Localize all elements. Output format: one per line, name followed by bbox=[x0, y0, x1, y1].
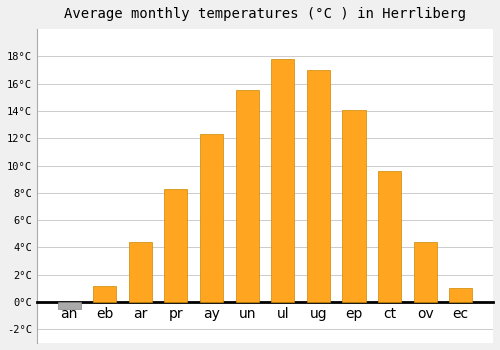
Title: Average monthly temperatures (°C ) in Herrliberg: Average monthly temperatures (°C ) in He… bbox=[64, 7, 466, 21]
Bar bbox=[128, 242, 152, 302]
Bar bbox=[271, 59, 294, 302]
Bar bbox=[58, 302, 80, 309]
Bar bbox=[307, 70, 330, 302]
Bar bbox=[236, 91, 258, 302]
Bar bbox=[164, 189, 188, 302]
Bar bbox=[342, 110, 365, 302]
Bar bbox=[200, 134, 223, 302]
Bar bbox=[378, 171, 401, 302]
Bar bbox=[449, 288, 472, 302]
Bar bbox=[414, 242, 436, 302]
Bar bbox=[93, 286, 116, 302]
